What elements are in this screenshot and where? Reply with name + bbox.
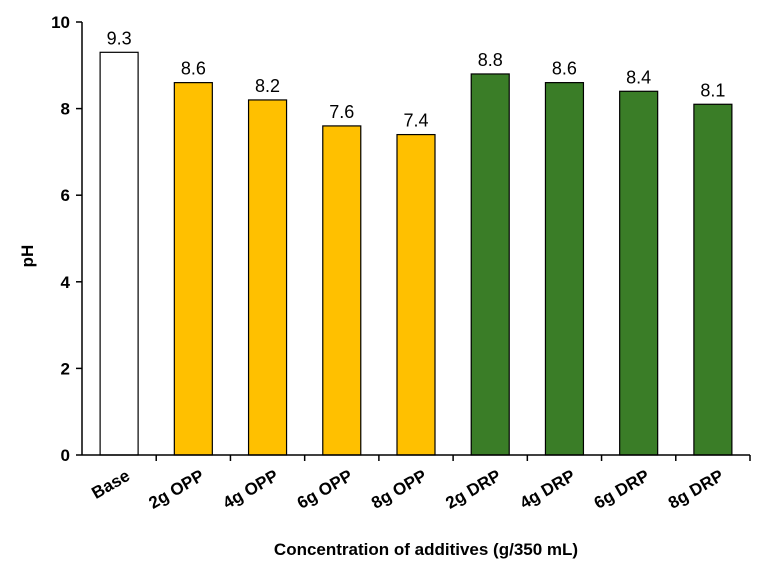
data-label: 7.6 bbox=[329, 102, 354, 122]
x-tick-label: 4g DRP bbox=[517, 466, 579, 513]
bar bbox=[470, 73, 510, 456]
y-tick-label: 4 bbox=[61, 273, 71, 292]
data-label: 8.2 bbox=[255, 76, 280, 96]
bars-group bbox=[99, 51, 733, 456]
y-tick-label: 2 bbox=[61, 359, 70, 378]
x-tick-label: 2g DRP bbox=[442, 466, 504, 513]
x-tick-label: 8g OPP bbox=[368, 466, 430, 513]
data-label: 8.8 bbox=[478, 50, 503, 70]
x-axis-title: Concentration of additives (g/350 mL) bbox=[274, 540, 578, 559]
bar bbox=[396, 133, 436, 456]
bar bbox=[322, 125, 362, 456]
data-labels-group: 9.3 8.6 8.2 7.6 7.4 8.8 8.6 8.4 8.1 bbox=[107, 28, 726, 130]
bar bbox=[99, 51, 139, 456]
data-label: 7.4 bbox=[403, 111, 428, 131]
x-tick-label: 6g OPP bbox=[294, 466, 356, 513]
bar bbox=[173, 82, 213, 456]
data-label: 8.4 bbox=[626, 67, 651, 87]
x-tick-label: 4g OPP bbox=[220, 466, 282, 513]
x-ticks-group: Base 2g OPP 4g OPP 6g OPP 8g OPP 2g DRP 4g DRP… bbox=[88, 455, 751, 513]
data-label: 8.6 bbox=[552, 59, 577, 79]
x-tick-label: 2g OPP bbox=[145, 466, 207, 513]
x-tick-label: 8g DRP bbox=[665, 466, 727, 513]
y-axis-title: pH bbox=[18, 245, 37, 268]
data-label: 8.6 bbox=[181, 59, 206, 79]
y-tick-label: 8 bbox=[61, 100, 70, 119]
y-tick-label: 6 bbox=[61, 186, 70, 205]
data-label: 8.1 bbox=[700, 80, 725, 100]
bar bbox=[619, 90, 659, 456]
y-tick-label: 0 bbox=[61, 446, 70, 465]
bar bbox=[247, 99, 288, 456]
x-tick-label: Base bbox=[88, 466, 133, 503]
y-ticks-group: 0 2 4 6 8 10 bbox=[51, 13, 82, 465]
data-label: 9.3 bbox=[107, 28, 132, 48]
bar bbox=[693, 103, 733, 456]
x-tick-label: 6g DRP bbox=[591, 466, 653, 513]
bar bbox=[544, 82, 585, 456]
y-tick-label: 10 bbox=[51, 13, 70, 32]
